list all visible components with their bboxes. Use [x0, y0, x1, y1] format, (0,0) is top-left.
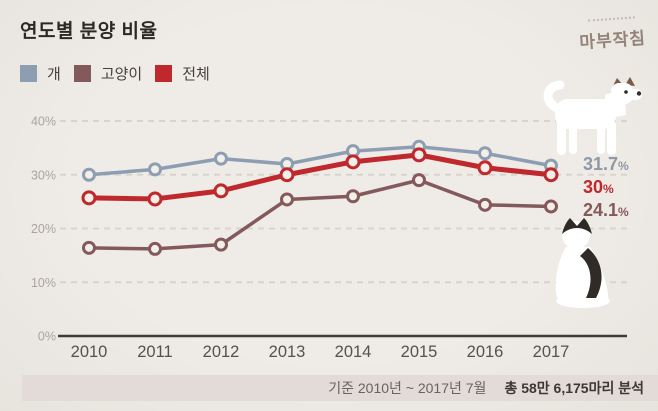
data-point	[346, 189, 360, 204]
end-value-label-개: 31.7%	[583, 153, 629, 174]
data-point	[147, 191, 163, 207]
series-line-고양이	[87, 178, 553, 251]
y-tick-label: 0%	[38, 330, 56, 344]
y-tick-label: 20%	[31, 222, 56, 236]
data-point	[478, 197, 492, 212]
data-point	[477, 160, 493, 176]
end-value-label-전체: 30%	[583, 176, 614, 197]
data-point	[412, 173, 426, 188]
footer-bar: 기준 2010년 ~ 2017년 7월 총 58만 6,175마리 분석	[22, 375, 658, 401]
legend-label: 전체	[182, 66, 210, 83]
x-tick-label: 2016	[467, 343, 504, 361]
x-tick-label: 2015	[401, 343, 438, 361]
x-tick-label: 2014	[335, 343, 372, 361]
x-tick-label: 2010	[71, 343, 108, 361]
cat-head-patch	[562, 218, 592, 234]
footer-analysis-text: 총 58만 6,175마리 분석	[504, 380, 644, 396]
dog-nose	[636, 91, 642, 96]
x-tick-label: 2013	[269, 343, 306, 361]
data-point	[148, 241, 162, 256]
footer-basis-text: 기준 2010년 ~ 2017년 7월	[328, 380, 487, 396]
data-point	[214, 151, 228, 166]
chart-legend: 개 고양이 전체	[20, 63, 210, 84]
logo-wordmark: 마부작침	[579, 28, 648, 53]
page-title: 연도별 분양 비율	[20, 21, 158, 42]
legend-label: 개	[47, 66, 61, 83]
line-chart: 0% 10% 20% 30% 40% 2010 2011 2012 2013 2014 2015 20…	[0, 100, 658, 370]
data-point	[82, 240, 96, 255]
data-point	[280, 192, 294, 207]
end-value-label-고양이: 24.1%	[583, 199, 629, 220]
data-point	[148, 162, 162, 177]
logo-tagline-decoration	[588, 16, 636, 26]
legend-item-cat: 고양이	[73, 63, 143, 84]
x-tick-label: 2017	[533, 343, 570, 361]
total-series-swatch	[155, 65, 173, 82]
cat-series-swatch	[73, 65, 91, 82]
cat-illustration	[555, 218, 610, 308]
y-tick-label: 30%	[31, 168, 56, 182]
y-tick-label: 10%	[31, 276, 56, 290]
data-point	[214, 237, 228, 252]
dog-eye	[624, 90, 628, 94]
brand-logo: 마부작침	[578, 16, 647, 54]
legend-item-dog: 개	[20, 63, 61, 84]
dog-illustration	[543, 77, 642, 155]
line-chart-canvas: 0% 10% 20% 30% 40% 2010 2011 2012 2013 2014 2015 20…	[31, 115, 627, 361]
data-point	[82, 167, 96, 182]
dog-series-swatch	[20, 65, 37, 82]
x-tick-label: 2011	[137, 343, 172, 361]
data-point	[544, 199, 558, 214]
cat-tail	[580, 248, 602, 298]
data-point	[345, 154, 361, 170]
legend-label: 고양이	[100, 66, 143, 83]
data-point	[411, 147, 427, 163]
x-tick-label: 2012	[203, 343, 240, 361]
series-line-개	[87, 145, 553, 177]
data-point	[213, 183, 229, 199]
data-point	[543, 167, 559, 183]
series-line-전체	[86, 152, 554, 202]
y-tick-label: 40%	[31, 115, 56, 129]
legend-item-total: 전체	[155, 63, 210, 84]
data-point	[279, 167, 295, 183]
data-point	[81, 190, 97, 206]
data-point	[478, 146, 492, 161]
